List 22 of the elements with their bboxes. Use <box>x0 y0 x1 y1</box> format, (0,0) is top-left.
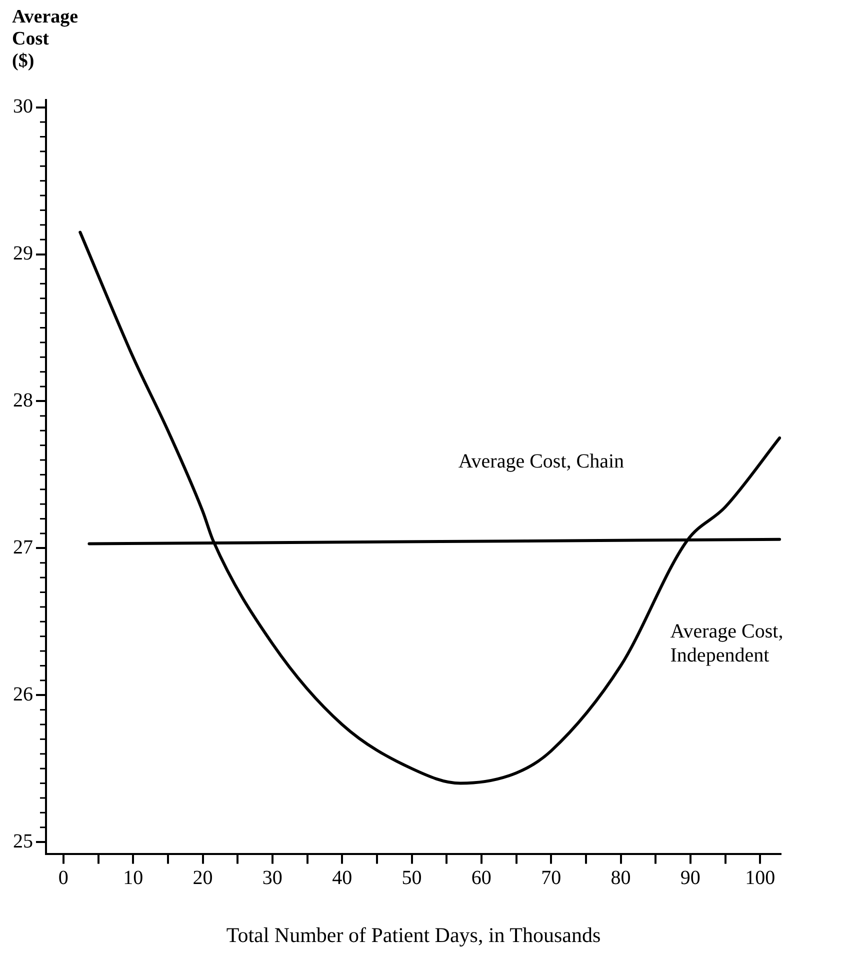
x-tick-label: 20 <box>192 867 213 890</box>
y-tick-label: 28 <box>13 389 33 412</box>
y-tick-label: 25 <box>13 830 33 852</box>
y-tick-label: 29 <box>13 242 33 265</box>
x-tick-label: 10 <box>123 867 144 890</box>
y-axis-title: Average Cost ($) <box>12 6 78 72</box>
x-tick-label: 30 <box>262 867 282 890</box>
y-tick-label: 30 <box>13 96 33 118</box>
x-tick-label: 0 <box>58 867 68 890</box>
annotation: Average Cost, Independent <box>670 620 784 666</box>
x-axis-title: Total Number of Patient Days, in Thousands <box>226 922 601 947</box>
x-tick-label: 40 <box>332 867 352 890</box>
x-tick-label: 50 <box>402 867 422 890</box>
annotation: Average Cost, Chain <box>458 450 624 472</box>
x-tick-label: 70 <box>541 867 562 890</box>
x-tick-label: 60 <box>471 867 492 890</box>
y-tick-label: 26 <box>13 683 33 706</box>
y-tick-label: 27 <box>13 536 33 558</box>
line-series <box>78 230 781 785</box>
x-tick-label: 90 <box>680 867 700 890</box>
x-tick-label: 100 <box>745 867 776 890</box>
x-tick-label: 80 <box>610 867 631 890</box>
